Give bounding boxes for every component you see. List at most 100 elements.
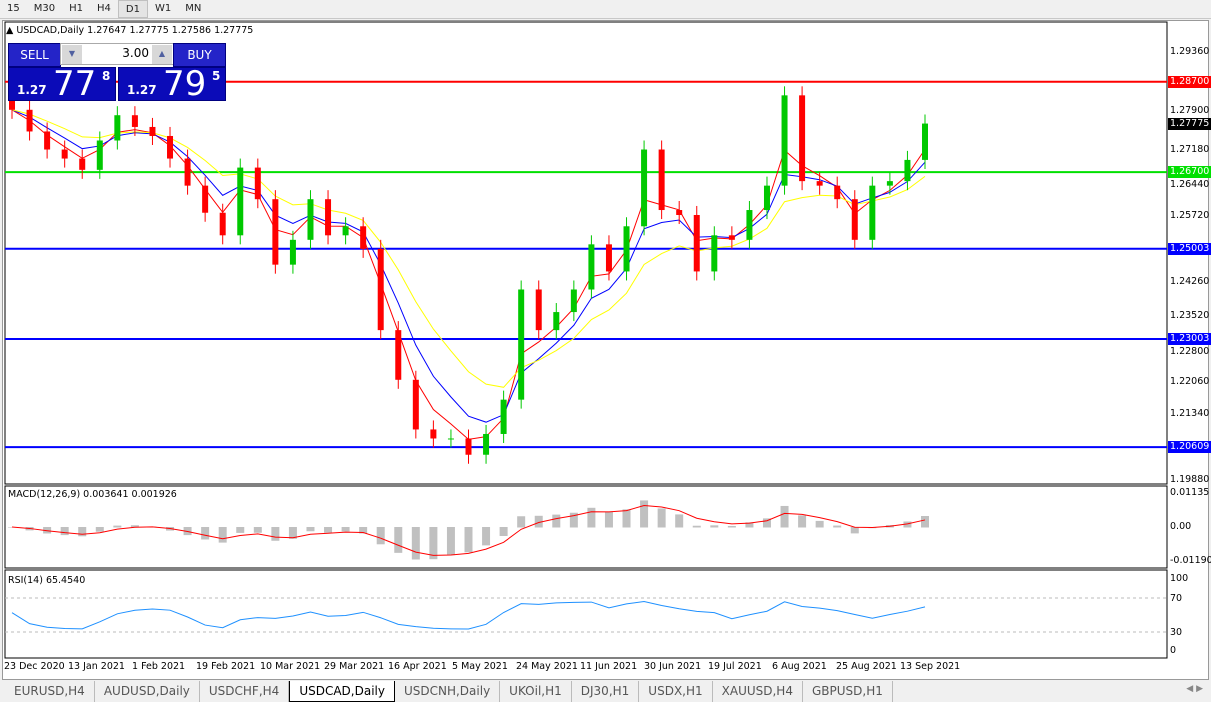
chart-tab[interactable]: EURUSD,H4 (5, 681, 95, 702)
tab-scroll-arrows-icon[interactable]: ◀ ▶ (1186, 684, 1203, 694)
macd-histogram-bar (727, 525, 736, 528)
macd-histogram-bar (798, 515, 807, 528)
macd-histogram-bar (429, 527, 438, 560)
timeframe-d1[interactable]: D1 (117, 0, 148, 18)
bull-candle (763, 185, 770, 211)
bear-candle (465, 438, 472, 455)
bear-candle (395, 330, 402, 380)
macd-histogram-bar (921, 516, 929, 528)
bear-candle (658, 149, 665, 211)
decrease-lot-icon[interactable]: ▼ (62, 45, 82, 64)
buy-price[interactable]: 1.27 79 5 (118, 67, 226, 101)
chart-tab[interactable]: UKOil,H1 (500, 681, 572, 702)
date-axis-label: 25 Aug 2021 (836, 661, 897, 672)
chart-tab[interactable]: DJ30,H1 (572, 681, 640, 702)
increase-lot-icon[interactable]: ▲ (152, 45, 172, 64)
buy-price-prefix: 1.27 (127, 83, 157, 97)
timeframe-w1[interactable]: W1 (154, 3, 172, 14)
sell-price[interactable]: 1.27 77 8 (8, 67, 116, 101)
lot-value[interactable]: 3.00 (122, 46, 149, 60)
timeframe-toolbar: 15 M30 H1 H4 D1 W1 MN (0, 0, 1211, 19)
macd-histogram-bar (569, 512, 578, 528)
date-axis-label: 29 Mar 2021 (324, 661, 385, 672)
chart-title-text: USDCAD,Daily 1.27647 1.27775 1.27586 1.2… (16, 25, 254, 36)
bear-candle (219, 212, 226, 236)
chart-tab[interactable]: GBPUSD,H1 (803, 681, 893, 702)
timeframe-15[interactable]: 15 (7, 3, 20, 14)
bear-candle (9, 100, 15, 110)
bear-candle (799, 95, 806, 182)
timeframe-h4[interactable]: H4 (96, 3, 111, 14)
bull-candle (342, 226, 349, 236)
chart-tab[interactable]: USDX,H1 (639, 681, 713, 702)
chart-tab[interactable]: USDCAD,Daily (289, 681, 395, 702)
bear-candle (184, 158, 191, 186)
rsi-line (11, 601, 926, 630)
macd-axis-zero: 0.00 (1170, 521, 1192, 532)
chart-tab[interactable]: AUDUSD,Daily (95, 681, 200, 702)
macd-histogram-bar (604, 511, 613, 528)
macd-histogram-bar (552, 514, 561, 528)
bear-candle (535, 289, 542, 331)
sell-button[interactable]: SELL (8, 43, 61, 67)
bull-candle (500, 399, 507, 434)
bear-candle (44, 131, 51, 150)
macd-histogram-bar (640, 500, 649, 528)
macd-panel-border (4, 485, 1168, 569)
bear-candle (272, 199, 279, 265)
ma-slow-line (11, 109, 926, 388)
bear-candle (430, 429, 437, 439)
bull-candle (518, 289, 525, 400)
rsi-axis-0: 0 (1170, 645, 1177, 656)
bear-candle (149, 126, 156, 136)
bear-candle (605, 244, 612, 272)
date-axis-label: 23 Dec 2020 (4, 661, 65, 672)
macd-histogram-bar (815, 520, 824, 528)
rsi-axis-100: 100 (1170, 573, 1189, 584)
macd-histogram-bar (745, 522, 754, 528)
macd-histogram-bar (288, 527, 297, 539)
chart-tab[interactable]: USDCNH,Daily (395, 681, 501, 702)
bull-candle (289, 239, 296, 265)
bear-candle (377, 248, 384, 331)
bull-candle (447, 438, 454, 440)
macd-histogram-bar (710, 525, 719, 528)
macd-label: MACD(12,26,9) 0.003641 0.001926 (8, 489, 177, 500)
price-axis-label: 1.23520 (1170, 309, 1210, 321)
bull-candle (237, 167, 244, 236)
timeframe-mn[interactable]: MN (185, 3, 202, 14)
collapse-triangle-icon[interactable]: ▲ (6, 25, 17, 36)
level-price-tag: 1.23003 (1168, 333, 1211, 346)
bear-candle (816, 181, 823, 186)
date-axis-label: 30 Jun 2021 (644, 661, 702, 672)
chart-tab[interactable]: USDCHF,H4 (200, 681, 290, 702)
level-price-tag: 1.20609 (1168, 441, 1211, 454)
buy-price-pips: 79 (163, 67, 207, 101)
macd-histogram-bar (833, 525, 842, 528)
chart-title: ▲ USDCAD,Daily 1.27647 1.27775 1.27586 1… (6, 25, 253, 36)
bull-candle (904, 159, 911, 182)
chart-tab[interactable]: XAUUSD,H4 (713, 681, 803, 702)
bear-candle (412, 379, 419, 430)
bull-candle (746, 210, 753, 240)
date-axis-label: 6 Aug 2021 (772, 661, 827, 672)
bear-candle (728, 235, 735, 240)
bull-candle (886, 181, 893, 186)
timeframe-m30[interactable]: M30 (33, 3, 56, 14)
macd-histogram-bar (482, 527, 491, 546)
bear-candle (325, 199, 332, 236)
buy-button[interactable]: BUY (173, 43, 226, 67)
bull-candle (96, 140, 103, 170)
current-price-tag: 1.27775 (1168, 117, 1211, 130)
timeframe-h1[interactable]: H1 (69, 3, 83, 14)
lot-size-input[interactable]: ▼ 3.00 ▲ (60, 43, 174, 65)
macd-histogram-bar (534, 515, 543, 528)
bear-candle (61, 149, 68, 159)
macd-histogram-bar (113, 525, 122, 528)
macd-histogram-bar (78, 527, 87, 537)
macd-histogram-bar (622, 509, 631, 528)
sell-price-prefix: 1.27 (17, 83, 47, 97)
level-price-tag: 1.25003 (1168, 242, 1211, 255)
macd-histogram-bar (780, 505, 789, 528)
